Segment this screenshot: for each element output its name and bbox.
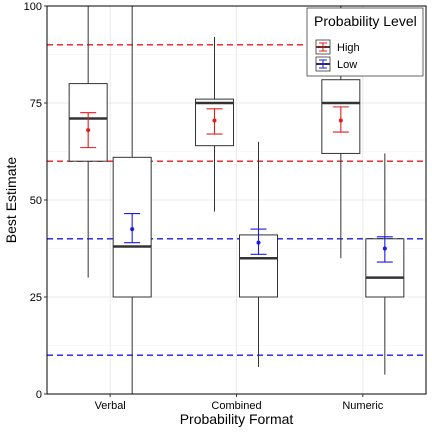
box-low-numeric <box>365 153 405 375</box>
x-axis-ticks: Verbal Combined Numeric <box>95 394 384 412</box>
mean-high-verbal <box>80 112 97 149</box>
mean-point <box>212 118 217 123</box>
mean-low-numeric <box>376 236 393 263</box>
legend-label: Low <box>337 59 357 71</box>
legend-entry-high: High <box>315 39 360 55</box>
mean-point <box>338 118 343 123</box>
y-tick-label: 25 <box>30 292 42 304</box>
x-tick-label: Numeric <box>342 400 383 412</box>
legend-label: High <box>337 42 360 54</box>
y-tick-label: 100 <box>24 1 42 13</box>
box-low-verbal <box>112 6 152 394</box>
mean-low-verbal <box>124 213 141 244</box>
y-tick-label: 0 <box>36 389 42 401</box>
y-axis-ticks: 0 25 50 75 100 <box>24 1 47 401</box>
legend-entries: High Low <box>315 39 360 72</box>
mean-high-numeric <box>332 106 349 133</box>
boxes <box>68 6 405 394</box>
mean-point <box>256 240 261 245</box>
y-tick-label: 75 <box>30 98 42 110</box>
mean-point <box>86 128 91 133</box>
x-tick-label: Combined <box>211 400 261 412</box>
mean-point <box>382 246 387 251</box>
y-axis-title: Best Estimate <box>3 157 19 244</box>
legend: Probability Level High Low <box>306 7 424 77</box>
x-tick-label: Verbal <box>95 400 126 412</box>
mean-low-combined <box>250 228 267 255</box>
y-tick-label: 50 <box>30 195 42 207</box>
mean-error-bars <box>80 106 393 263</box>
legend-title: Probability Level <box>314 13 417 29</box>
mean-high-combined <box>206 108 223 135</box>
x-axis-title: Probability Format <box>180 411 294 427</box>
mean-point <box>130 227 135 232</box>
legend-entry-low: Low <box>315 56 357 72</box>
box-high-combined <box>195 37 234 212</box>
